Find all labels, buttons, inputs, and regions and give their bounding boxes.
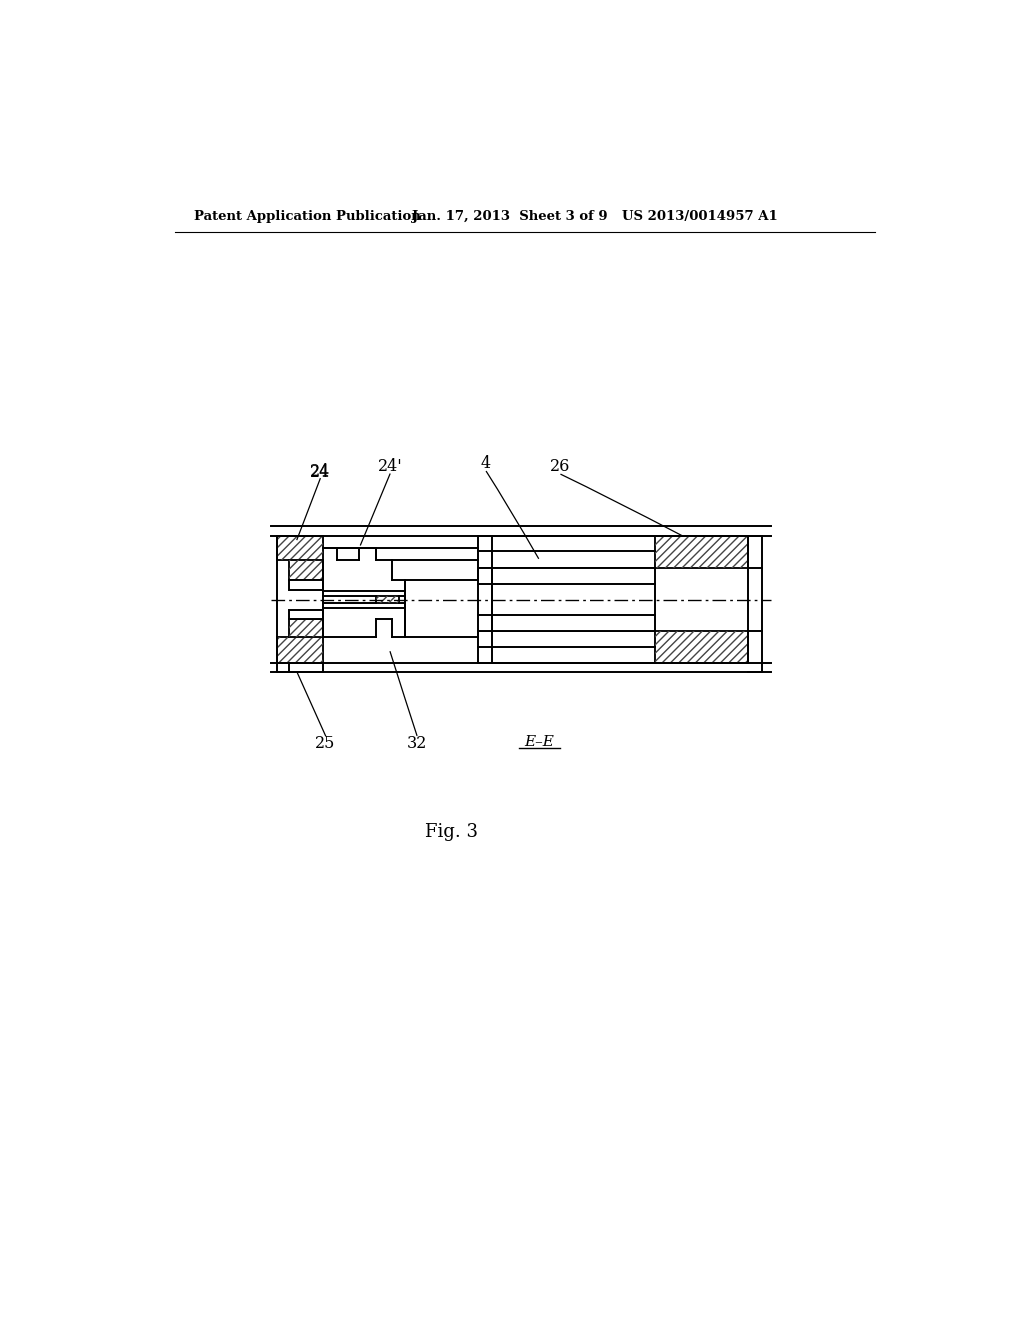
Bar [655,631,748,663]
Text: 24: 24 [310,462,331,479]
Bar [655,631,748,663]
Text: Fig. 3: Fig. 3 [425,824,478,841]
Bar [478,568,655,631]
Bar [276,536,324,560]
Text: 26: 26 [550,458,570,475]
Bar [289,610,324,619]
Text: 25: 25 [315,735,336,752]
Text: Patent Application Publication: Patent Application Publication [194,210,421,223]
Bar [276,536,324,560]
Bar [289,638,324,663]
Bar [289,619,324,638]
Bar [478,536,655,568]
Text: E–E: E–E [524,735,554,748]
Bar [478,631,655,663]
Bar [289,560,324,581]
Text: 24: 24 [310,465,331,480]
Bar [289,581,324,590]
Bar [289,536,324,560]
Bar [376,595,399,603]
Bar [289,619,324,638]
Text: Jan. 17, 2013  Sheet 3 of 9: Jan. 17, 2013 Sheet 3 of 9 [413,210,608,223]
Text: 32: 32 [407,735,427,752]
Bar [276,638,324,663]
Bar [655,536,748,568]
Text: 24': 24' [378,458,402,475]
Bar [289,560,324,581]
Bar [655,536,748,568]
Bar [289,536,324,560]
Bar [289,638,324,663]
Text: US 2013/0014957 A1: US 2013/0014957 A1 [623,210,778,223]
Bar [276,638,324,663]
Text: 4: 4 [481,455,492,471]
Bar [376,595,399,603]
